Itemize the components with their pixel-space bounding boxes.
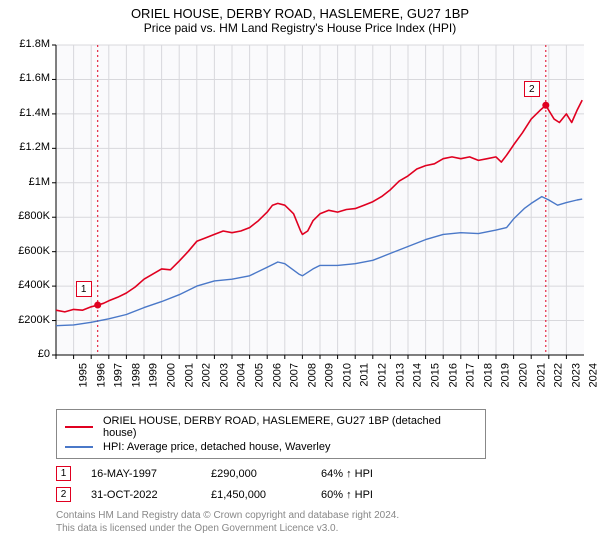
x-tick-label: 1996 (95, 363, 107, 387)
x-tick-label: 2011 (358, 363, 370, 387)
x-tick-label: 2017 (465, 363, 477, 387)
x-tick-label: 2008 (306, 363, 318, 387)
x-tick-label: 2001 (183, 363, 195, 387)
legend-row: HPI: Average price, detached house, Wave… (65, 440, 477, 454)
x-tick-label: 2007 (289, 363, 301, 387)
legend-label: HPI: Average price, detached house, Wave… (103, 441, 330, 453)
y-tick-label: £600K (10, 245, 50, 257)
chart-plot-area: £0 £200K £400K £600K £800K £1M £1.2M £1.4M £1.6M… (10, 41, 590, 403)
chart-subtitle: Price paid vs. HM Land Registry's House … (10, 21, 590, 35)
legend-label: ORIEL HOUSE, DERBY ROAD, HASLEMERE, GU27… (103, 415, 477, 439)
x-tick-label: 1997 (113, 363, 125, 387)
sale-row: 2 31-OCT-2022 £1,450,000 60% ↑ HPI (56, 484, 590, 505)
legend-swatch (65, 426, 93, 428)
x-tick-label: 2006 (271, 363, 283, 387)
sale-price: £1,450,000 (211, 489, 301, 501)
chart-svg (10, 41, 590, 403)
x-tick-label: 2013 (394, 363, 406, 387)
y-tick-label: £0 (10, 348, 50, 360)
footer-attribution: Contains HM Land Registry data © Crown c… (56, 509, 590, 535)
y-tick-label: £1.4M (10, 107, 50, 119)
x-tick-label: 2012 (377, 363, 389, 387)
x-tick-label: 2020 (517, 363, 529, 387)
x-tick-label: 2022 (553, 363, 565, 387)
legend-row: ORIEL HOUSE, DERBY ROAD, HASLEMERE, GU27… (65, 414, 477, 440)
chart-marker-1: 1 (76, 281, 92, 297)
sale-hpi: 60% ↑ HPI (321, 489, 411, 501)
x-tick-label: 1998 (130, 363, 142, 387)
sale-marker: 1 (56, 466, 71, 481)
x-tick-label: 2024 (588, 363, 600, 387)
x-tick-label: 2010 (341, 363, 353, 387)
x-tick-label: 1995 (77, 363, 89, 387)
x-tick-label: 2004 (236, 363, 248, 387)
y-tick-label: £1M (10, 176, 50, 188)
y-tick-label: £1.8M (10, 38, 50, 50)
sale-date: 31-OCT-2022 (91, 489, 191, 501)
chart-container: ORIEL HOUSE, DERBY ROAD, HASLEMERE, GU27… (0, 0, 600, 560)
x-tick-label: 2003 (218, 363, 230, 387)
sale-date: 16-MAY-1997 (91, 468, 191, 480)
chart-marker-2: 2 (524, 81, 540, 97)
x-tick-label: 2014 (412, 363, 424, 387)
sale-price: £290,000 (211, 468, 301, 480)
sale-row: 1 16-MAY-1997 £290,000 64% ↑ HPI (56, 463, 590, 484)
chart-title: ORIEL HOUSE, DERBY ROAD, HASLEMERE, GU27… (10, 6, 590, 21)
x-tick-label: 2021 (535, 363, 547, 387)
y-tick-label: £1.6M (10, 72, 50, 84)
footer-line-1: Contains HM Land Registry data © Crown c… (56, 509, 590, 522)
sale-marker: 2 (56, 487, 71, 502)
x-tick-label: 2002 (201, 363, 213, 387)
legend-swatch (65, 446, 93, 448)
x-tick-label: 2000 (165, 363, 177, 387)
y-tick-label: £400K (10, 279, 50, 291)
x-tick-label: 2018 (482, 363, 494, 387)
sales-table: 1 16-MAY-1997 £290,000 64% ↑ HPI 2 31-OCT-202… (56, 463, 590, 505)
footer-line-2: This data is licensed under the Open Gov… (56, 522, 590, 535)
x-tick-label: 2015 (429, 363, 441, 387)
x-tick-label: 2009 (324, 363, 336, 387)
x-tick-label: 2019 (500, 363, 512, 387)
x-tick-label: 2005 (253, 363, 265, 387)
x-tick-label: 1999 (148, 363, 160, 387)
y-tick-label: £200K (10, 314, 50, 326)
y-tick-label: £1.2M (10, 141, 50, 153)
x-tick-label: 2023 (570, 363, 582, 387)
y-tick-label: £800K (10, 210, 50, 222)
sale-hpi: 64% ↑ HPI (321, 468, 411, 480)
x-tick-label: 2016 (447, 363, 459, 387)
legend-box: ORIEL HOUSE, DERBY ROAD, HASLEMERE, GU27… (56, 409, 486, 459)
